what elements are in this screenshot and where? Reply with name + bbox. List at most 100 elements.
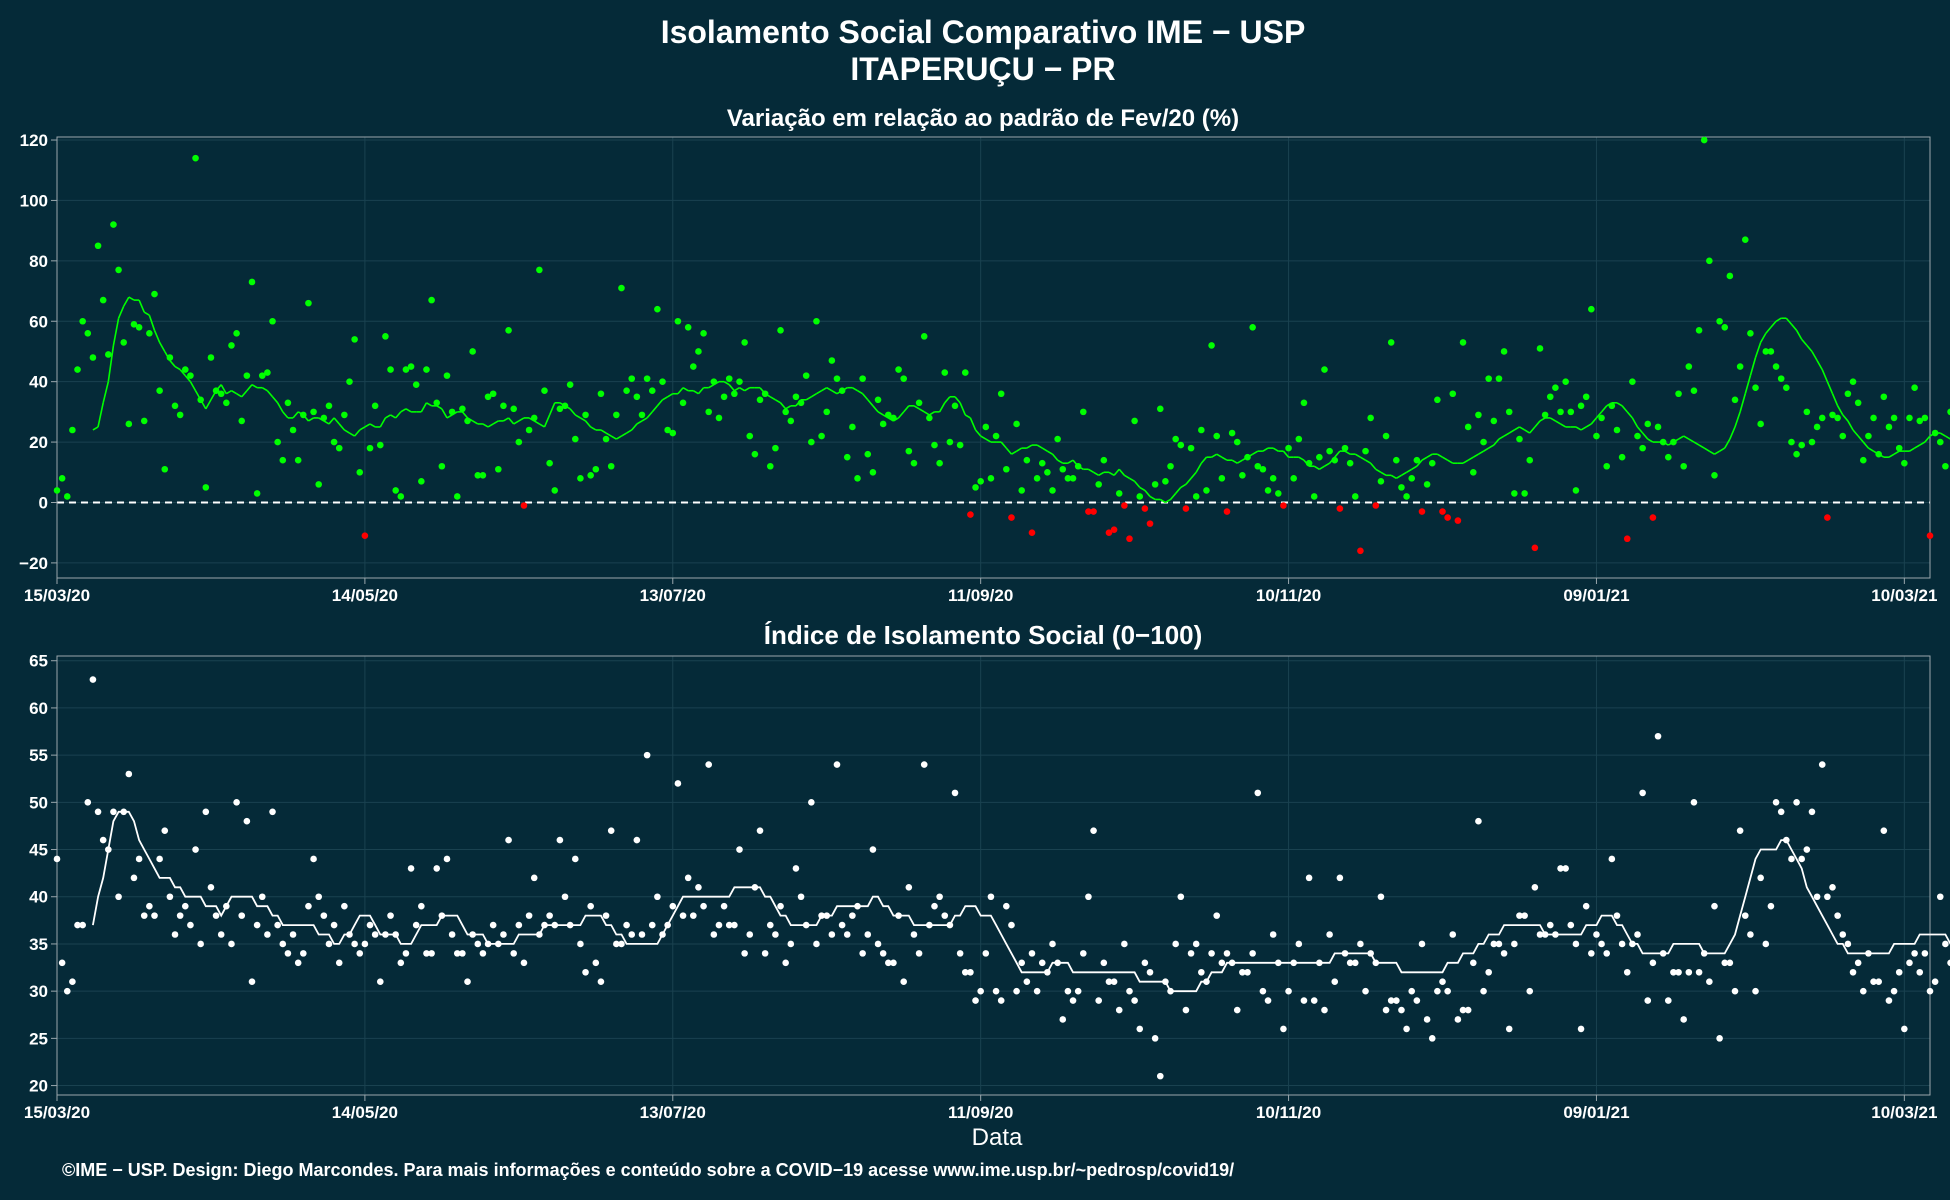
index-point [920,761,928,768]
index-point [1423,1016,1431,1023]
index-point [546,912,553,919]
moving-average-segment [1442,456,1449,461]
variation-point [166,354,174,361]
moving-average-segment [1734,411,1741,428]
index-point [74,921,81,929]
variation-point [1310,493,1318,500]
moving-average-segment [1159,498,1166,504]
variation-point [720,393,728,401]
moving-average-segment [246,384,253,392]
variation-point [382,333,389,340]
variation-point [1593,432,1600,440]
index-point [946,921,954,929]
moving-average-segment [584,420,592,428]
index-point [664,921,671,929]
moving-average-segment [974,429,982,437]
variation-point [1757,420,1764,428]
index-point [1003,902,1010,910]
variation-point [243,372,251,379]
index-point [1393,997,1400,1004]
variation-point [1516,435,1523,443]
moving-average-segment [662,396,669,401]
index-point [808,799,815,806]
moving-average-segment [1519,426,1526,431]
index-point [1223,950,1231,957]
index-point [1731,987,1739,995]
variation-point [356,468,364,476]
moving-average-segment [1580,426,1587,431]
index-point [1772,799,1780,806]
variation-point [1654,423,1662,431]
variation-point [330,438,338,446]
variation-point [1942,462,1949,470]
index-point [992,987,1000,995]
index-point [659,931,666,938]
variation-point [1675,390,1682,398]
variation-x-tick-label: 10/11/20 [1256,586,1321,605]
variation-point [628,375,636,382]
variation-point [1305,459,1313,467]
index-point [1146,968,1154,976]
index-point [69,978,76,986]
variation-point [228,342,235,349]
index-point [915,950,923,957]
variation-point [1341,444,1349,452]
variation-point [654,305,661,313]
index-point [1182,1006,1190,1014]
moving-average-segment [1354,453,1361,458]
moving-average-segment [143,311,150,316]
index-point [1172,940,1179,948]
variation-point [520,502,528,509]
variation-point [1685,363,1693,370]
variation-y-tick-label: −20 [19,554,48,573]
index-point [228,940,235,948]
index-point [597,978,605,986]
index-point [941,912,949,919]
moving-average-segment [538,423,545,428]
variation-point [469,348,476,355]
index-point [305,902,312,910]
variation-point [659,378,666,385]
index-point [341,902,348,910]
variation-point [438,462,446,470]
index-point [1285,987,1292,995]
index-point [648,921,656,929]
moving-average-segment [1909,447,1916,452]
chart-title: Isolamento Social Comparativo IME − USP [661,14,1306,50]
variation-point [1885,423,1893,431]
moving-average-segment [220,384,228,395]
variation-point [361,532,369,540]
index-point [1454,1016,1462,1023]
index-x-tick-label: 10/03/21 [1871,1103,1937,1122]
variation-point [1844,390,1852,398]
variation-point [1295,435,1303,443]
variation-point [705,408,713,416]
variation-point [1603,462,1611,470]
moving-average-segment [728,384,735,392]
variation-point [1259,465,1267,473]
variation-point [1706,257,1713,265]
index-point [530,874,538,882]
variation-point [843,453,851,461]
index-point [1593,931,1600,938]
moving-average-segment [1759,332,1767,343]
index-point [361,940,369,948]
moving-average-segment [697,387,705,395]
variation-point [915,399,923,407]
variation-point [1629,378,1636,385]
index-point [1788,855,1795,863]
variation-point [910,459,918,467]
variation-y-tick-label: 20 [29,433,48,452]
moving-average-segment [857,390,864,395]
index-point [187,921,194,929]
index-point [212,912,220,919]
variation-point [407,363,415,370]
moving-average-segment [1944,435,1950,440]
moving-average-segment [1590,417,1598,425]
moving-average-segment [1390,474,1397,480]
variation-point [1141,505,1149,512]
variation-point [1033,475,1041,482]
index-point [1921,950,1929,957]
index-point [931,902,938,910]
